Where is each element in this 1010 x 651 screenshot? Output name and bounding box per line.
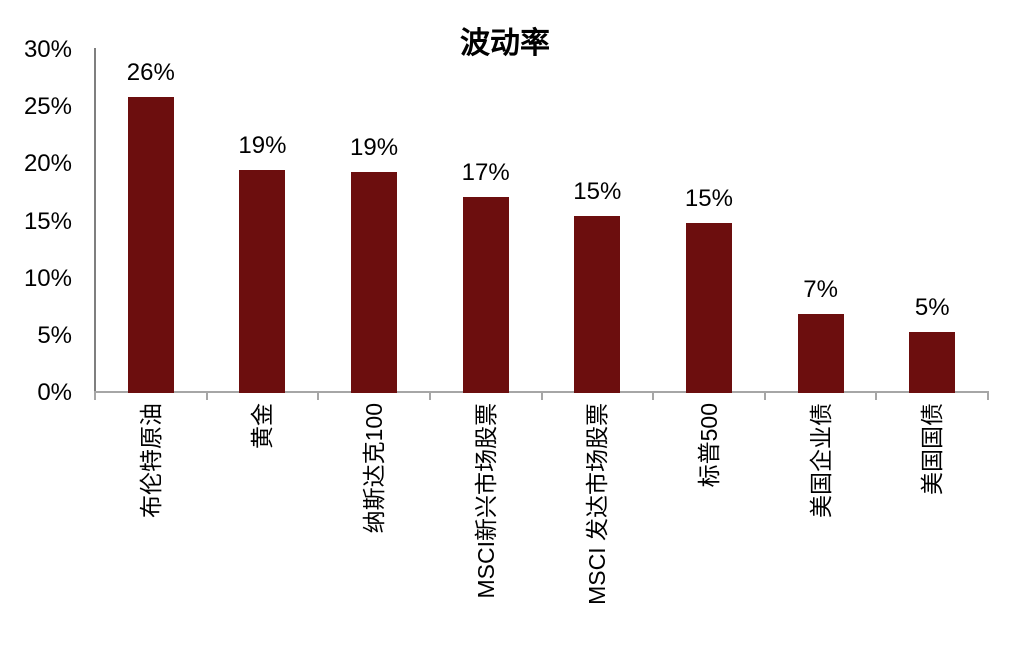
y-axis-tick-label: 20%	[23, 150, 72, 178]
x-axis-category-label: 美国国债	[919, 403, 946, 495]
x-axis-tick	[987, 391, 989, 400]
y-axis-tick-label: 5%	[37, 321, 72, 349]
bar-value-label: 17%	[461, 159, 510, 187]
x-axis-tick	[763, 391, 766, 400]
x-axis-category-label: 布伦特原油	[137, 403, 164, 518]
x-axis-tick	[317, 391, 320, 400]
y-axis-tick-label: 0%	[37, 379, 72, 406]
x-axis-tick	[428, 391, 431, 400]
x-axis-category-label: 黄金	[249, 403, 276, 449]
x-axis-category-label: 标普500	[695, 403, 722, 488]
bar	[239, 170, 286, 393]
bar-value-label: 7%	[803, 276, 838, 304]
bar-value-label: 19%	[350, 134, 399, 162]
x-axis-category-label: 美国企业债	[807, 403, 834, 518]
bar	[351, 172, 398, 393]
x-axis-tick	[540, 391, 543, 400]
y-axis-tick-label: 25%	[23, 93, 72, 121]
bar	[909, 332, 956, 393]
x-axis-tick	[875, 391, 878, 400]
bar-value-label: 15%	[684, 184, 733, 212]
bar	[462, 197, 509, 393]
bar-value-label: 5%	[914, 294, 950, 322]
x-axis-tick	[652, 391, 655, 400]
bar	[574, 215, 621, 393]
bar-value-label: 19%	[238, 132, 287, 160]
x-axis-tick	[94, 391, 96, 400]
bar-value-label: 15%	[573, 177, 622, 205]
bar-value-label: 26%	[126, 58, 175, 86]
y-axis-tick-label: 15%	[23, 207, 72, 235]
bar	[685, 222, 732, 393]
y-axis-line	[94, 48, 96, 393]
y-axis-tick-label: 10%	[23, 264, 72, 292]
bar	[797, 314, 844, 393]
chart-title: 波动率	[460, 27, 550, 60]
y-axis-tick-label: 30%	[23, 36, 72, 63]
bar	[127, 96, 174, 393]
x-axis-category-label: MSCI新兴市场股票	[472, 403, 499, 599]
x-axis-tick	[205, 391, 208, 400]
x-axis-category-label: 纳斯达克100	[361, 403, 388, 534]
x-axis-category-label: MSCI 发达市场股票	[584, 403, 611, 605]
